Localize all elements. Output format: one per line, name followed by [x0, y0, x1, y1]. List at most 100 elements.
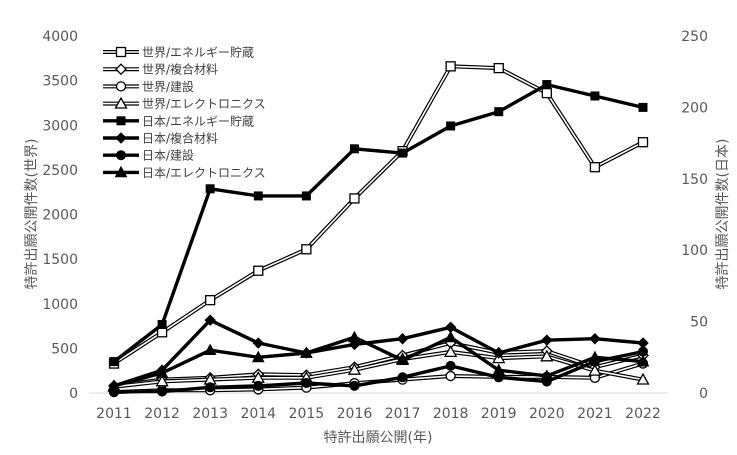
data-point: [590, 91, 600, 101]
x-tick-label: 2022: [625, 406, 661, 422]
data-point: [301, 378, 312, 389]
data-point: [348, 330, 361, 343]
right-axis-ticks: 0 50 100 150 200 250: [681, 29, 708, 402]
series-5: [109, 80, 648, 367]
data-point: [204, 314, 216, 326]
x-axis-ticks: 2011 2012 2013 2014 2015 2016 2017 2018 2019 2020…: [96, 406, 661, 422]
data-point: [540, 349, 554, 362]
x-tick-label: 2014: [240, 406, 276, 422]
data-point: [636, 355, 650, 367]
data-point: [494, 107, 504, 117]
data-point: [252, 337, 264, 349]
data-point: [203, 343, 217, 356]
data-point: [397, 372, 408, 383]
legend-marker: [116, 116, 126, 126]
data-point: [109, 357, 119, 367]
data-point: [253, 380, 264, 391]
data-point: [636, 372, 650, 385]
left-tick-label: 3000: [42, 118, 78, 134]
data-point: [588, 350, 602, 363]
data-point: [253, 191, 263, 201]
legend-item: 日本/エネルギー貯蔵: [103, 114, 254, 128]
x-tick-label: 2016: [337, 406, 373, 422]
legend-item: 日本/建設: [103, 148, 194, 163]
x-tick-label: 2017: [385, 406, 421, 422]
right-tick-label: 100: [681, 243, 708, 259]
data-point: [398, 148, 408, 158]
legend-marker: [114, 165, 128, 178]
legend-label: 日本/複合材料: [142, 131, 218, 146]
series-1: [108, 61, 649, 369]
data-point: [301, 244, 312, 255]
x-tick-label: 2018: [433, 406, 469, 422]
data-point: [492, 363, 506, 376]
data-point: [541, 87, 552, 99]
data-point: [637, 337, 649, 349]
data-point: [588, 363, 602, 376]
data-point: [349, 144, 359, 154]
y-axis-title-left: 特許出願公開件数(世界): [24, 139, 40, 290]
series-line: [113, 318, 644, 388]
legend-label: 世界/建設: [142, 79, 194, 94]
data-point: [205, 184, 215, 194]
x-tick-label: 2015: [289, 406, 325, 422]
legend-label: 世界/複合材料: [142, 62, 218, 77]
data-point: [300, 346, 313, 358]
legend-marker: [115, 63, 127, 76]
plot-area: [107, 61, 650, 398]
data-point: [444, 345, 458, 357]
legend-label: 世界/エネルギー貯蔵: [142, 46, 254, 60]
data-point: [446, 121, 456, 131]
right-tick-label: 250: [681, 29, 708, 45]
legend-marker: [115, 81, 127, 92]
left-tick-label: 0: [69, 386, 78, 402]
data-point: [251, 350, 265, 363]
legend-item: 日本/エレクトロニクス: [103, 165, 266, 180]
data-point: [205, 382, 216, 393]
legend-item: 世界/エレクトロニクス: [103, 96, 266, 111]
x-tick-label: 2021: [577, 406, 613, 422]
legend-item: 日本/複合材料: [103, 131, 218, 146]
data-point: [396, 353, 409, 366]
left-tick-label: 2500: [42, 163, 78, 179]
legend: 世界/エネルギー貯蔵世界/複合材料世界/建設世界/エレクトロニクス日本/エネルギ…: [103, 46, 266, 180]
series-8: [107, 330, 650, 391]
y-axis-title-right: 特許出願公開件数(日本): [715, 139, 731, 290]
series-line: [113, 351, 644, 388]
series-7: [109, 346, 648, 397]
data-point: [396, 333, 409, 345]
data-point: [445, 61, 456, 72]
legend-marker: [115, 132, 127, 144]
data-point: [157, 386, 168, 397]
x-axis-title: 特許出願公開(年): [324, 430, 433, 446]
data-point: [637, 137, 649, 148]
data-point: [155, 366, 169, 378]
x-tick-label: 2012: [144, 406, 180, 422]
data-point: [349, 193, 360, 204]
legend-marker: [116, 150, 126, 161]
data-point: [589, 162, 601, 173]
left-tick-label: 1000: [42, 297, 78, 313]
x-tick-label: 2020: [529, 406, 565, 422]
data-point: [493, 347, 505, 359]
data-point: [107, 379, 121, 391]
left-tick-label: 500: [51, 341, 78, 357]
legend-label: 世界/エレクトロニクス: [142, 97, 266, 111]
legend-label: 日本/エレクトロニクス: [142, 166, 266, 180]
data-point: [541, 334, 553, 346]
data-point: [347, 362, 362, 375]
data-point: [253, 265, 264, 276]
left-tick-label: 3500: [42, 74, 78, 90]
left-tick-label: 1500: [42, 252, 78, 268]
data-point: [445, 370, 456, 382]
series-line: [114, 349, 644, 394]
legend-item: 世界/エネルギー貯蔵: [103, 46, 254, 60]
series-line: [113, 335, 644, 388]
data-point: [157, 319, 167, 329]
legend-label: 日本/エネルギー貯蔵: [142, 114, 254, 128]
x-tick-label: 2019: [481, 406, 517, 422]
legend-label: 日本/建設: [142, 148, 194, 163]
data-point: [301, 191, 311, 201]
right-tick-label: 200: [681, 100, 708, 116]
